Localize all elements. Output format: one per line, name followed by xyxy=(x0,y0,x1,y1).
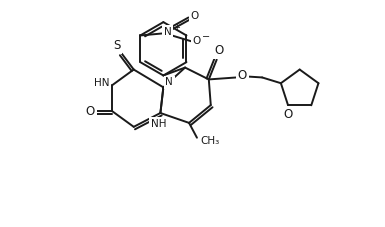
Text: +: + xyxy=(173,23,180,32)
Text: O: O xyxy=(192,36,201,46)
Text: NH: NH xyxy=(151,119,166,129)
Text: O: O xyxy=(191,11,199,21)
Text: −: − xyxy=(201,32,209,42)
Text: N: N xyxy=(164,27,172,37)
Text: O: O xyxy=(85,104,95,118)
Text: HN: HN xyxy=(94,78,110,88)
Text: O: O xyxy=(214,44,223,57)
Text: CH₃: CH₃ xyxy=(200,136,219,146)
Text: O: O xyxy=(283,108,293,121)
Text: N: N xyxy=(166,77,173,87)
Text: O: O xyxy=(238,69,247,82)
Text: S: S xyxy=(113,39,121,52)
